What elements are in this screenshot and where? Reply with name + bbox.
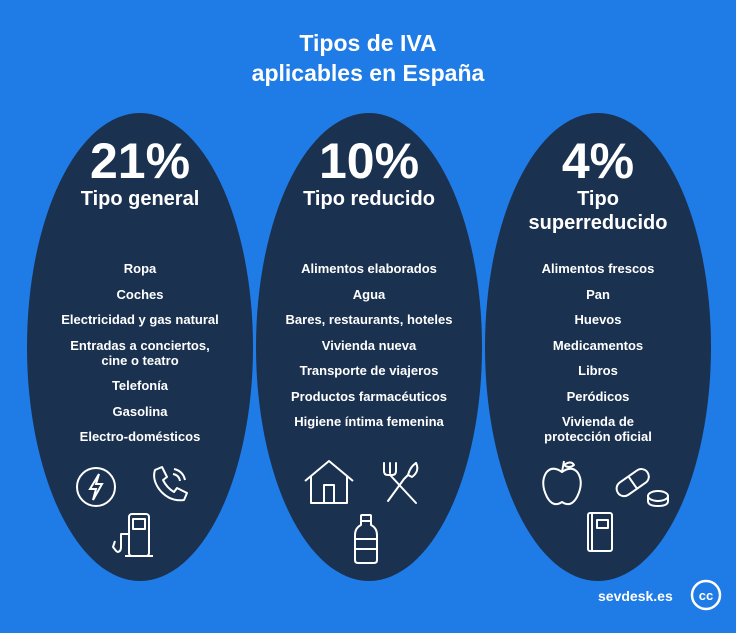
list-item: Alimentos elaborados: [301, 261, 437, 276]
utensils-icon: [383, 462, 419, 504]
type-super-reduced-text: Tipo superreducido: [528, 188, 668, 234]
type-reduced: Tipo reducido: [303, 188, 435, 210]
vat-card-reduced: 10% Tipo reducido Alimentos elaborados A…: [256, 113, 482, 581]
fuel-pump-icon: [112, 513, 153, 557]
list-item: Transporte de viajeros: [299, 363, 439, 378]
book-icon: [587, 512, 613, 552]
items-reduced: Alimentos elaborados Agua Bares, restaur…: [266, 261, 472, 440]
list-item: Productos farmacéuticos: [290, 388, 448, 404]
list-item: Entradas a conciertos, cine o teatro: [37, 338, 243, 368]
water-bottle-icon: [354, 514, 378, 564]
list-item: Bares, restaurants, hoteles: [285, 312, 453, 327]
lightning-icon: [76, 467, 116, 507]
list-item: Vivienda de protección oficial: [495, 414, 701, 444]
list-item: Coches: [116, 286, 164, 302]
house-icon: [304, 460, 354, 504]
list-item: Electro-domésticos: [79, 429, 201, 444]
items-super-reduced: Alimentos frescos Pan Huevos Medicamento…: [495, 261, 701, 455]
list-item-line: Vivienda de protección oficial: [544, 414, 652, 444]
page-title: Tipos de IVA aplicables en España: [0, 28, 736, 88]
phone-icon: [153, 466, 188, 502]
title-line-2: aplicables en España: [251, 60, 485, 86]
list-item: Higiene íntima femenina: [294, 414, 444, 429]
rate-super-reduced: 4%: [561, 133, 635, 189]
list-item: Huevos: [574, 312, 622, 327]
list-item: Libros: [578, 363, 618, 378]
list-item: Pan: [586, 286, 610, 302]
vat-card-general: 21% Tipo general Ropa Coches Electricida…: [27, 113, 253, 581]
pills-icon: [615, 468, 669, 507]
list-item: Vivienda nueva: [321, 337, 417, 353]
list-item: Telefonía: [111, 378, 169, 393]
type-super-reduced: Tipo superreducido: [485, 187, 711, 235]
apple-icon: [542, 460, 582, 506]
items-general: Ropa Coches Electricidad y gas natural E…: [37, 261, 243, 455]
type-general: Tipo general: [80, 188, 200, 210]
brand-footer: sevdesk.es: [598, 588, 673, 604]
list-item: Agua: [352, 286, 386, 302]
list-item: Ropa: [123, 261, 157, 276]
rate-general: 21%: [89, 133, 191, 189]
list-item-line: Entradas a conciertos, cine o teatro: [70, 337, 210, 368]
rate-reduced: 10%: [318, 133, 420, 189]
list-item: Alimentos frescos: [541, 261, 655, 276]
list-item: Peródicos: [566, 388, 630, 404]
vat-card-super-reduced: 4% Tipo superreducido Alimentos frescos …: [485, 113, 711, 581]
list-item: Medicamentos: [552, 337, 644, 353]
brand-logo-icon: cc: [690, 579, 722, 611]
brand-badge-text: cc: [699, 588, 713, 603]
list-item: Gasolina: [112, 403, 168, 419]
list-item: Electricidad y gas natural: [61, 312, 219, 327]
title-line-1: Tipos de IVA: [299, 30, 437, 56]
